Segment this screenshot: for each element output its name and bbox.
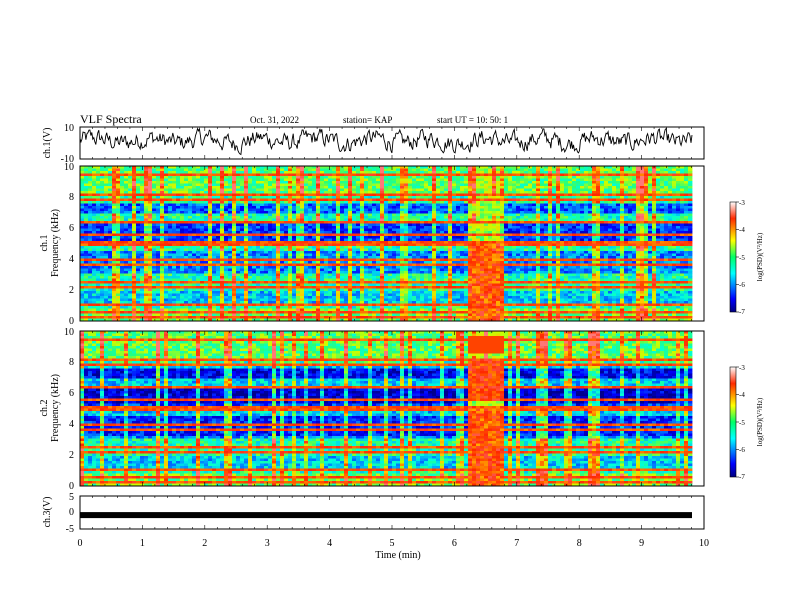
ch3-waveform-panel: 5 0 -5 ch.3(V) — [42, 492, 705, 535]
ch1-freq-tick-2: 2 — [69, 285, 74, 296]
ch2-freq-tick-4: 4 — [69, 419, 74, 430]
ch1-colorbar-label: log(PSD)(V²/Hz) — [756, 232, 764, 281]
ch1-freq-tick-6: 6 — [69, 223, 74, 234]
ch2-cb-tick-m3: -3 — [739, 364, 745, 372]
figure-title: VLF Spectra — [80, 112, 142, 126]
ch1-freq-tick-0: 0 — [69, 316, 74, 327]
ch1-channel-label: ch.1 — [39, 235, 50, 252]
ch2-freq-tick-10: 10 — [64, 327, 74, 338]
time-tick-0: 0 — [78, 538, 83, 549]
ch1-cb-tick-m5: -5 — [739, 254, 745, 262]
ch1-waveform-ylabel: ch.1(V) — [42, 128, 53, 159]
ch3-ytick-bottom: -5 — [66, 524, 74, 535]
ch1-colorbar-scale — [729, 201, 737, 313]
ch2-freq-tick-6: 6 — [69, 388, 74, 399]
time-tick-7: 7 — [514, 538, 519, 549]
time-axis-label: Time (min) — [375, 550, 420, 561]
ch2-spectrogram-ticks — [79, 331, 705, 486]
ch1-waveform-frame — [79, 126, 705, 160]
ch2-channel-label: ch.2 — [39, 400, 50, 417]
ch2-cb-tick-m4: -4 — [739, 391, 745, 399]
ch2-freq-tick-8: 8 — [69, 357, 74, 368]
time-tick-6: 6 — [452, 538, 457, 549]
ch3-waveform-ylabel: ch.3(V) — [42, 497, 53, 528]
ch3-ytick-top: 5 — [69, 492, 74, 503]
ch2-cb-tick-m7: -7 — [739, 473, 745, 481]
time-tick-5: 5 — [390, 538, 395, 549]
ch1-ytick-bottom: -10 — [61, 154, 74, 165]
ch2-colorbar-label: log(PSD)(V²/Hz) — [756, 397, 764, 446]
ch1-cb-tick-m3: -3 — [739, 199, 745, 207]
ch2-frequency-ylabel: Frequency (kHz) — [50, 374, 61, 442]
ch1-waveform-trace — [79, 127, 693, 156]
ch1-waveform-ticks — [79, 127, 705, 159]
ch3-ytick-mid: 0 — [69, 507, 74, 518]
time-tick-4: 4 — [327, 538, 332, 549]
time-tick-10: 10 — [699, 538, 709, 549]
ch1-spectrogram-ticks — [79, 166, 705, 321]
ch1-ytick-top: 10 — [64, 123, 74, 134]
date-label: Oct. 31, 2022 — [250, 115, 299, 125]
ch2-colorbar-scale — [729, 366, 737, 478]
time-tick-8: 8 — [577, 538, 582, 549]
ch2-freq-tick-0: 0 — [69, 481, 74, 492]
station-label: station= KAP — [343, 115, 392, 125]
ch1-frequency-ylabel: Frequency (kHz) — [50, 209, 61, 277]
ch1-freq-tick-10: 10 — [64, 162, 74, 173]
ch2-cb-tick-m6: -6 — [739, 446, 745, 454]
ch1-cb-tick-m4: -4 — [739, 226, 745, 234]
ch1-freq-tick-8: 8 — [69, 192, 74, 203]
ch1-freq-tick-4: 4 — [69, 254, 74, 265]
ch3-waveform-trace — [80, 512, 692, 519]
ch2-colorbar: -3 -4 -5 -6 -7 log(PSD)(V²/Hz) — [729, 364, 764, 481]
ch2-freq-tick-2: 2 — [69, 450, 74, 461]
ch1-colorbar: -3 -4 -5 -6 -7 log(PSD)(V²/Hz) — [729, 199, 764, 316]
time-axis-ticklabels: 0 1 2 3 4 5 6 7 8 9 10 — [78, 538, 710, 549]
time-tick-2: 2 — [202, 538, 207, 549]
time-tick-3: 3 — [265, 538, 270, 549]
ch1-cb-tick-m6: -6 — [739, 281, 745, 289]
ch1-spectrogram-heatmap — [80, 166, 693, 322]
ch1-cb-tick-m7: -7 — [739, 308, 745, 316]
ch2-cb-tick-m5: -5 — [739, 419, 745, 427]
time-tick-9: 9 — [639, 538, 644, 549]
ch2-spectrogram-heatmap — [80, 331, 693, 487]
ch2-spectrogram-panel: 0 2 4 6 8 10 ch.2 Frequency (kHz) -3 -4 … — [39, 327, 764, 492]
ch1-waveform-panel: 10 -10 ch.1(V) — [42, 123, 705, 165]
ch3-waveform-ticks — [79, 496, 705, 529]
time-tick-1: 1 — [140, 538, 145, 549]
ch1-spectrogram-panel: 0 2 4 6 8 10 ch.1 Frequency (kHz) -3 -4 … — [39, 162, 764, 327]
start-time-label: start UT = 10: 50: 1 — [437, 115, 508, 125]
